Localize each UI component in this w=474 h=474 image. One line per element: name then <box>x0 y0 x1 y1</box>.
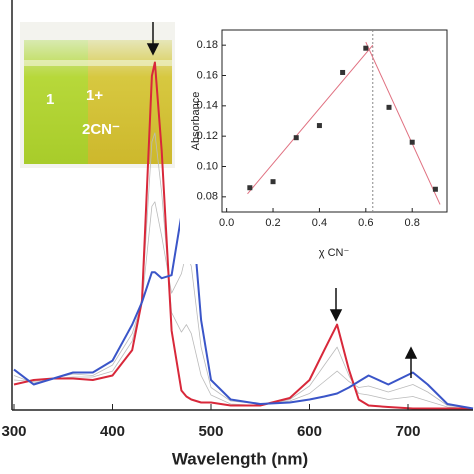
x-tick-label: 700 <box>395 423 420 440</box>
spectrum-line <box>13 61 473 410</box>
x-tick-label: 500 <box>198 423 223 440</box>
y-tick-label: 0.08 <box>197 191 218 203</box>
fit-line <box>247 44 374 195</box>
photo-label: 2CN⁻ <box>82 121 120 138</box>
y-tick-label: 0.18 <box>197 39 218 51</box>
y-tick-label: 0.12 <box>197 130 218 142</box>
data-point <box>363 45 369 51</box>
data-point <box>247 185 253 191</box>
spectrum-line <box>13 179 474 410</box>
spectrum-line <box>13 201 474 409</box>
data-point <box>316 123 322 129</box>
y-tick-label: 0.14 <box>197 100 218 112</box>
x-tick-label: 0.0 <box>219 217 234 229</box>
y-tick-label: 0.10 <box>197 160 218 172</box>
data-point <box>432 186 438 192</box>
data-point <box>293 135 299 141</box>
spectra <box>13 61 474 410</box>
x-tick-label: 0.8 <box>405 217 420 229</box>
photo-label: 1 <box>46 91 54 108</box>
spectrum-line <box>13 132 474 409</box>
inset-background <box>180 14 462 264</box>
x-tick-label: 400 <box>100 423 125 440</box>
inset-frame <box>221 29 448 213</box>
x-axis-label: Wavelength (nm) <box>172 449 308 468</box>
x-tick-label: 0.6 <box>358 217 373 229</box>
data-point <box>340 69 346 75</box>
data-point <box>386 104 392 110</box>
inset-x-axis-label: χ CN⁻ <box>319 247 350 259</box>
inset-y-axis-label: Absorbance <box>190 92 202 151</box>
x-tick-label: 0.2 <box>265 217 280 229</box>
x-tick-label: 600 <box>297 423 322 440</box>
y-tick-label: 0.16 <box>197 69 218 81</box>
photo-label: 1+ <box>86 87 103 104</box>
fit-line <box>365 41 441 205</box>
data-point <box>270 179 276 185</box>
x-tick-label: 300 <box>1 423 26 440</box>
data-point <box>409 139 415 145</box>
x-tick-label: 0.4 <box>312 217 327 229</box>
